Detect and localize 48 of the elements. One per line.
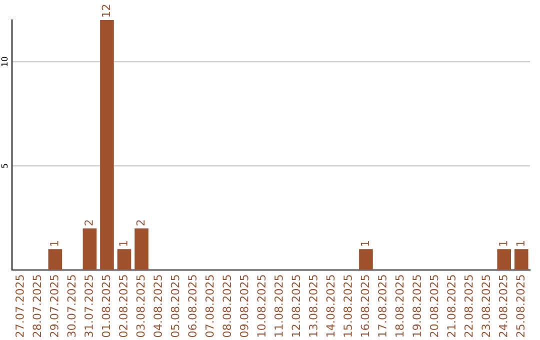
x-tick-label: 27.07.2025 bbox=[15, 275, 24, 337]
x-tick-label: 19.08.2025 bbox=[412, 275, 421, 337]
x-tick-label: 10.08.2025 bbox=[257, 275, 266, 337]
x-tick-label: 13.08.2025 bbox=[308, 275, 318, 337]
x-tick-label: 30.07.2025 bbox=[67, 275, 76, 337]
bar bbox=[514, 249, 528, 270]
bar bbox=[359, 249, 373, 270]
x-tick-label: 18.08.2025 bbox=[395, 275, 404, 337]
bar bbox=[497, 249, 512, 270]
x-tick-label: 01.08.2025 bbox=[102, 275, 110, 338]
x-tick-label: 17.08.2025 bbox=[378, 275, 386, 337]
data-label: 1 bbox=[50, 241, 58, 246]
x-tick-label: 05.08.2025 bbox=[170, 275, 180, 338]
y-tick-label: 10 bbox=[1, 56, 8, 66]
data-label: 12 bbox=[102, 4, 110, 17]
data-label: 1 bbox=[360, 241, 370, 246]
x-tick-label: 21.08.2025 bbox=[447, 275, 456, 337]
bar bbox=[82, 228, 97, 270]
x-tick-label: 04.08.2025 bbox=[154, 275, 162, 338]
x-tick-label: 28.07.2025 bbox=[32, 275, 42, 337]
bar bbox=[48, 249, 62, 270]
y-tick-label: 5 bbox=[1, 164, 8, 168]
bar bbox=[117, 249, 132, 270]
x-tick-label: 08.08.2025 bbox=[222, 275, 232, 338]
x-tick-label: 29.07.2025 bbox=[50, 275, 58, 337]
x-tick-label: 14.08.2025 bbox=[326, 275, 335, 337]
data-label: 1 bbox=[499, 241, 508, 246]
x-tick-label: 24.08.2025 bbox=[498, 275, 508, 337]
x-tick-label: 07.08.2025 bbox=[205, 275, 214, 338]
data-label: 1 bbox=[516, 241, 524, 246]
x-tick-label: 31.07.2025 bbox=[84, 275, 93, 337]
bar bbox=[134, 228, 148, 270]
x-tick-label: 15.08.2025 bbox=[344, 275, 352, 337]
x-tick-label: 22.08.2025 bbox=[464, 275, 473, 337]
x-tick-label: 16.08.2025 bbox=[360, 275, 370, 337]
x-tick-label: 06.08.2025 bbox=[188, 275, 197, 338]
x-tick-label: 25.08.2025 bbox=[516, 275, 525, 337]
x-tick-label: 03.08.2025 bbox=[136, 275, 145, 338]
x-tick-label: 23.08.2025 bbox=[482, 275, 490, 337]
x-tick-label: 02.08.2025 bbox=[119, 275, 128, 338]
x-tick-label: 12.08.2025 bbox=[292, 275, 300, 337]
data-label: 2 bbox=[136, 220, 145, 226]
data-label: 2 bbox=[84, 220, 93, 226]
data-label: 1 bbox=[119, 241, 128, 246]
x-tick-label: 20.08.2025 bbox=[430, 275, 438, 337]
x-tick-label: 11.08.2025 bbox=[274, 275, 283, 337]
x-tick-label: 09.08.2025 bbox=[240, 275, 248, 338]
bar bbox=[100, 20, 114, 270]
